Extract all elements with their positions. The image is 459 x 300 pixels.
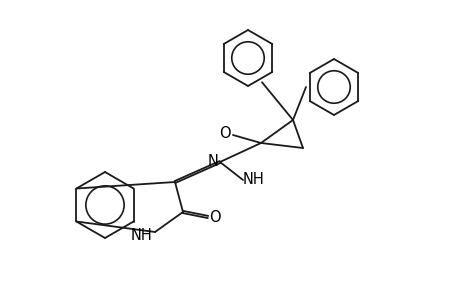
Text: O: O [209, 209, 220, 224]
Text: O: O [218, 125, 230, 140]
Text: NH: NH [131, 227, 152, 242]
Text: NH: NH [243, 172, 264, 187]
Text: N: N [207, 154, 218, 169]
